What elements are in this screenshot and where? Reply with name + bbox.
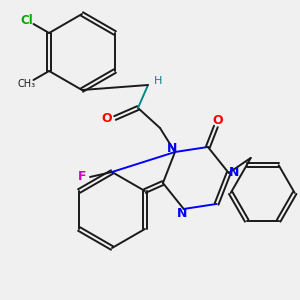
Text: O: O	[213, 114, 224, 128]
Text: N: N	[177, 207, 187, 220]
Text: O: O	[102, 112, 112, 124]
Text: Cl: Cl	[20, 14, 33, 26]
Text: N: N	[228, 166, 239, 179]
Text: CH₃: CH₃	[17, 79, 36, 89]
Text: H: H	[154, 76, 162, 86]
Text: N: N	[167, 142, 178, 155]
Text: F: F	[78, 170, 86, 184]
